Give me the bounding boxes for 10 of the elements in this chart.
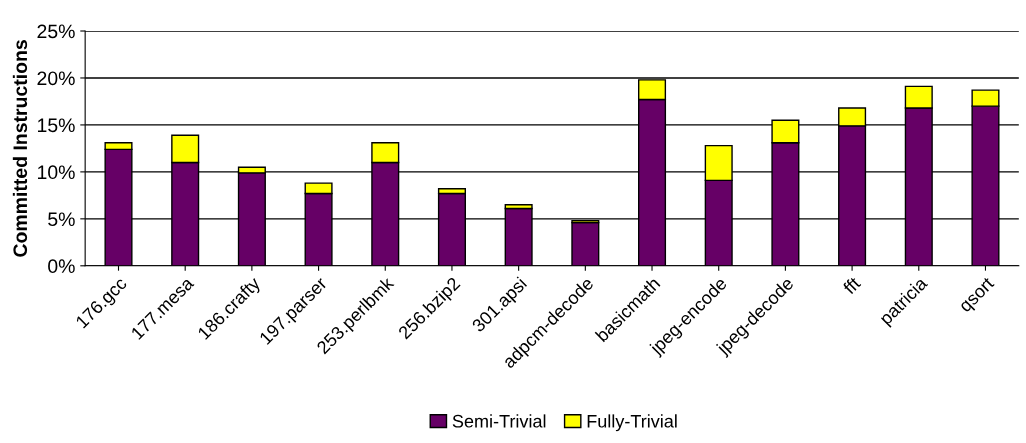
y-tick-label: 10%: [38, 165, 75, 180]
y-tick-label: 20%: [37, 71, 75, 86]
y-tick-label: 25%: [37, 24, 75, 39]
legend-label: Fully-Trivial: [587, 414, 677, 432]
legend-label: Semi-Trivial: [452, 414, 546, 428]
y-tick-label: 0%: [48, 259, 75, 274]
y-tick-label: 15%: [38, 118, 75, 133]
y-tick-label: 5%: [48, 212, 75, 227]
x-tick-label: fft: [841, 275, 862, 296]
y-axis-title: Committed Instructions: [12, 40, 28, 257]
